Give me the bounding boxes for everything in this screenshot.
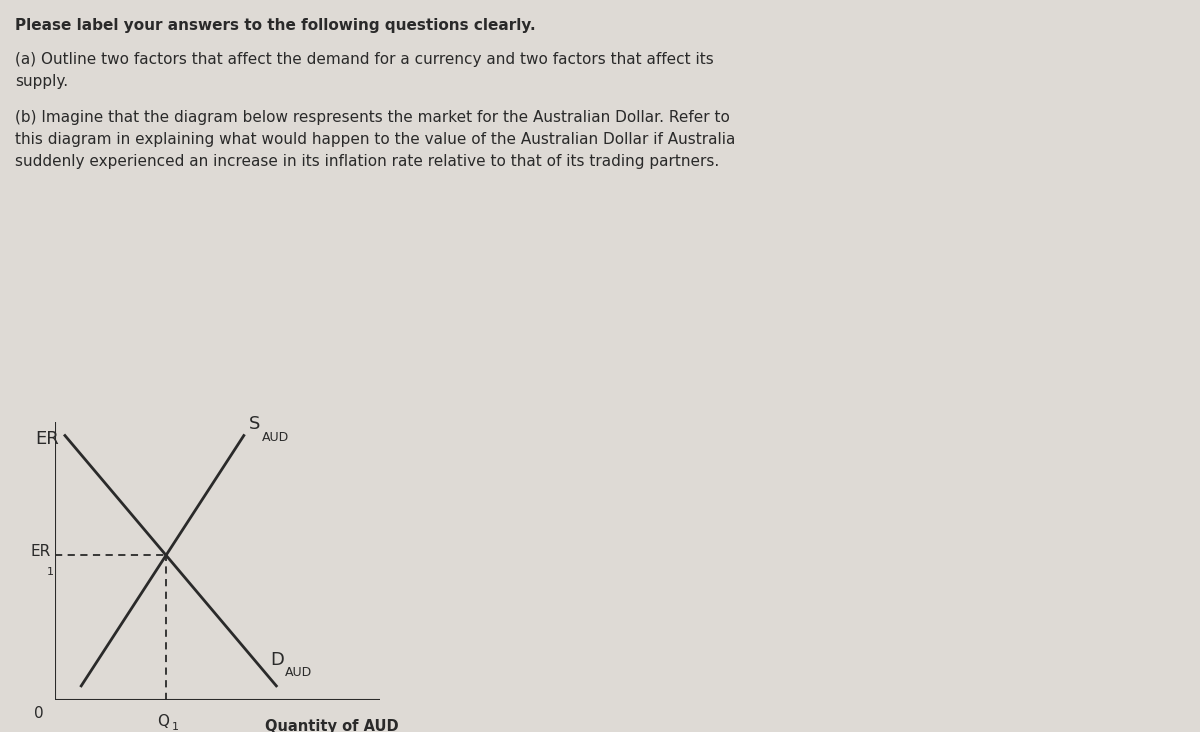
Text: (a) Outline two factors that affect the demand for a currency and two factors th: (a) Outline two factors that affect the … — [14, 52, 714, 67]
Text: 1: 1 — [173, 722, 179, 732]
Text: ER: ER — [30, 544, 50, 559]
Text: AUD: AUD — [284, 666, 312, 679]
Text: 0: 0 — [34, 706, 43, 721]
Text: (b) Imagine that the diagram below respresents the market for the Australian Dol: (b) Imagine that the diagram below respr… — [14, 110, 730, 125]
Text: Please label your answers to the following questions clearly.: Please label your answers to the followi… — [14, 18, 535, 33]
Text: suddenly experienced an increase in its inflation rate relative to that of its t: suddenly experienced an increase in its … — [14, 154, 719, 169]
Text: supply.: supply. — [14, 74, 68, 89]
Text: ER: ER — [36, 430, 60, 448]
Text: S: S — [248, 415, 260, 433]
Text: this diagram in explaining what would happen to the value of the Australian Doll: this diagram in explaining what would ha… — [14, 132, 736, 147]
Text: 1: 1 — [47, 567, 54, 577]
Text: Quantity of AUD: Quantity of AUD — [265, 720, 398, 732]
Text: Q: Q — [157, 714, 169, 728]
Text: D: D — [270, 651, 283, 669]
Text: AUD: AUD — [262, 431, 289, 444]
